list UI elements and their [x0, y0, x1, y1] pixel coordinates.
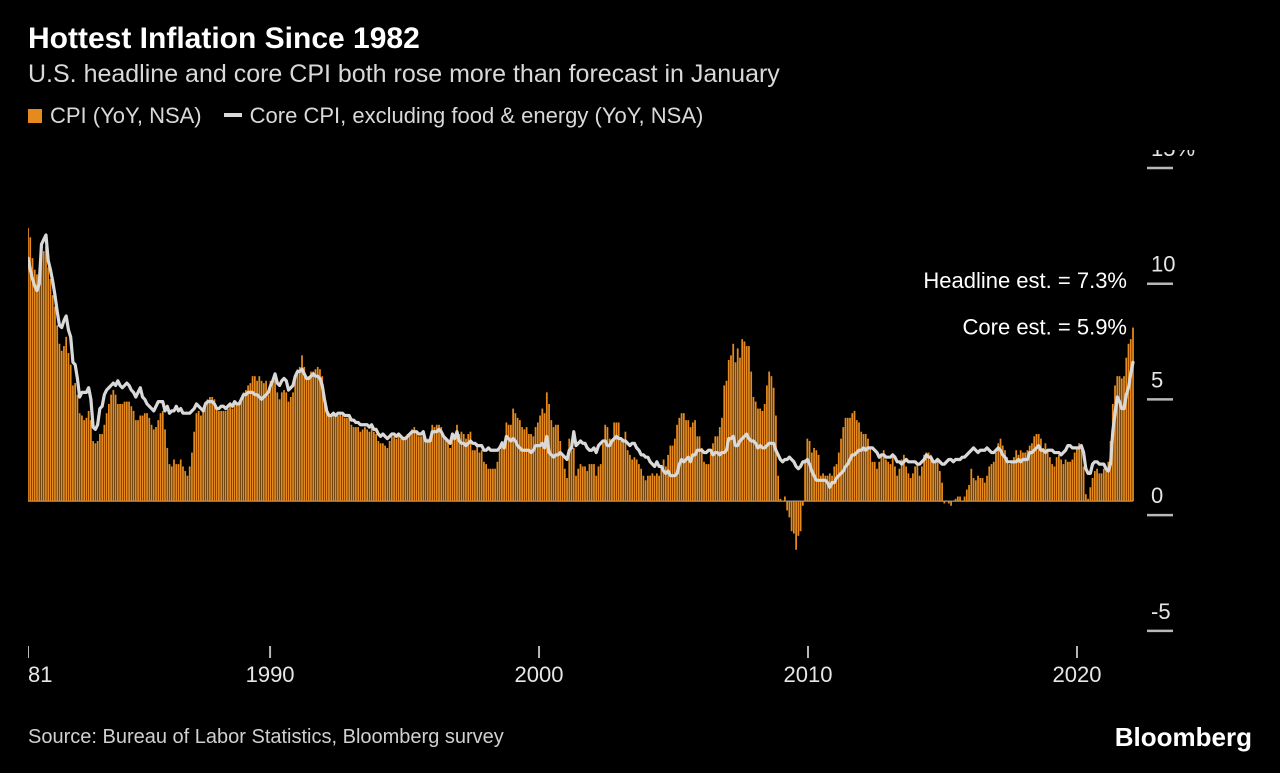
- svg-text:2020: 2020: [1052, 662, 1101, 687]
- svg-text:-5: -5: [1151, 599, 1171, 624]
- chart-plot-area: -5 0 5 10 15% 1981 1990 2000 2010 2020 Headline es…: [28, 150, 1203, 690]
- chart-subtitle: U.S. headline and core CPI both rose mor…: [28, 60, 1252, 89]
- annotation-core: Core est. = 5.9%: [963, 315, 1127, 340]
- legend-label-cpi: CPI (YoY, NSA): [50, 103, 202, 129]
- svg-text:5: 5: [1151, 367, 1163, 392]
- chart-title: Hottest Inflation Since 1982: [28, 22, 1252, 56]
- chart-svg: -5 0 5 10 15% 1981 1990 2000 2010 2020 Headline es…: [28, 150, 1203, 690]
- svg-text:1990: 1990: [246, 662, 295, 687]
- svg-text:0: 0: [1151, 483, 1163, 508]
- chart-legend: CPI (YoY, NSA) Core CPI, excluding food …: [28, 103, 1252, 129]
- annotation-headline: Headline est. = 7.3%: [923, 268, 1127, 293]
- brand-logo: Bloomberg: [1115, 722, 1252, 753]
- svg-text:15%: 15%: [1151, 150, 1195, 161]
- chart-container: Hottest Inflation Since 1982 U.S. headli…: [0, 0, 1280, 773]
- legend-swatch-line: [224, 113, 242, 117]
- svg-text:2010: 2010: [784, 662, 833, 687]
- chart-source: Source: Bureau of Labor Statistics, Bloo…: [28, 726, 504, 749]
- svg-text:2000: 2000: [515, 662, 564, 687]
- legend-label-core: Core CPI, excluding food & energy (YoY, …: [250, 103, 704, 129]
- legend-swatch-bar: [28, 109, 42, 123]
- svg-text:1981: 1981: [28, 662, 52, 687]
- svg-text:10: 10: [1151, 252, 1175, 277]
